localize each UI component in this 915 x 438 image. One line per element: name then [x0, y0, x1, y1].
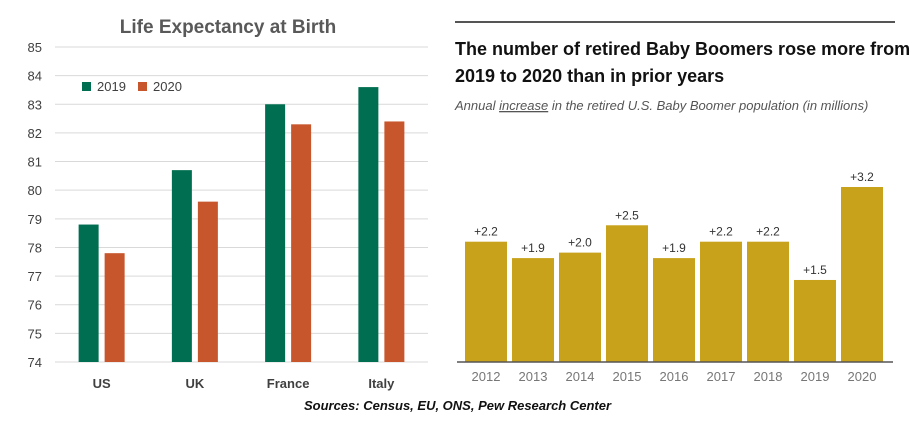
bar-uk-2019 [171, 170, 192, 362]
bar-2020 [841, 187, 883, 362]
bar-uk-2020 [197, 201, 218, 362]
right-chart-subtitle: Annual increase in the retired U.S. Baby… [454, 98, 868, 113]
value-label: +1.9 [662, 241, 686, 255]
bar-2019 [794, 279, 836, 362]
y-tick-label: 76 [28, 298, 42, 313]
value-label: +1.5 [803, 263, 827, 277]
x-tick-label: US [93, 376, 111, 391]
legend-label-2020: 2020 [153, 79, 182, 94]
life-expectancy-chart: Life Expectancy at Birth 74 75 76 77 78 79 80 8… [28, 17, 428, 391]
x-tick-label: 2016 [660, 369, 689, 384]
x-tick-label: 2019 [801, 369, 830, 384]
bar-2012 [465, 241, 507, 362]
y-tick-label: 74 [28, 355, 42, 370]
bar-us-2020 [104, 253, 125, 362]
baby-boomer-chart: The number of retired Baby Boomers rose … [454, 21, 910, 384]
y-tick-label: 85 [28, 40, 42, 55]
y-tick-label: 77 [28, 269, 42, 284]
sources-caption: Sources: Census, EU, ONS, Pew Research C… [303, 398, 612, 413]
y-tick-label: 80 [28, 183, 42, 198]
x-tick-label: 2017 [707, 369, 736, 384]
x-tick-label: 2020 [848, 369, 877, 384]
legend-swatch-2019 [82, 82, 91, 91]
bar-italy-2020 [384, 121, 405, 362]
y-tick-label: 81 [28, 155, 42, 170]
x-tick-label: France [267, 376, 310, 391]
value-label: +2.2 [709, 225, 733, 239]
bar-france-2020 [291, 124, 312, 363]
right-chart-title-line-1: The number of retired Baby Boomers rose … [455, 39, 910, 59]
x-tick-label: 2014 [566, 369, 595, 384]
left-chart-title: Life Expectancy at Birth [120, 17, 336, 38]
x-tick-label: UK [185, 376, 204, 391]
legend-label-2019: 2019 [97, 79, 126, 94]
x-tick-label: 2015 [613, 369, 642, 384]
bar-2015 [606, 225, 648, 362]
x-tick-label: 2012 [472, 369, 501, 384]
bar-2016 [653, 258, 695, 362]
bar-us-2019 [78, 224, 99, 362]
value-label: +2.0 [568, 236, 592, 250]
bar-2018 [747, 241, 789, 362]
legend-swatch-2020 [138, 82, 147, 91]
bar-2013 [512, 258, 554, 362]
legend: 2019 2020 [82, 79, 182, 94]
value-label: +1.9 [521, 241, 545, 255]
value-label: +2.2 [474, 225, 498, 239]
right-chart-title-line-2: 2019 to 2020 than in prior years [455, 66, 724, 86]
bar-italy-2019 [358, 87, 379, 362]
y-tick-label: 83 [28, 97, 42, 112]
x-tick-label: Italy [368, 376, 395, 391]
y-tick-label: 82 [28, 126, 42, 141]
value-label: +2.2 [756, 225, 780, 239]
bar-2017 [700, 241, 742, 362]
value-label: +3.2 [850, 170, 874, 184]
y-tick-label: 75 [28, 326, 42, 341]
subtitle-emphasis: increase [499, 98, 548, 113]
x-tick-label: 2018 [754, 369, 783, 384]
bar-2014 [559, 252, 601, 362]
value-label: +2.5 [615, 208, 639, 222]
x-tick-label: 2013 [519, 369, 548, 384]
y-tick-label: 79 [28, 212, 42, 227]
y-tick-label: 84 [28, 69, 42, 84]
bar-france-2019 [265, 104, 286, 362]
y-tick-label: 78 [28, 240, 42, 255]
